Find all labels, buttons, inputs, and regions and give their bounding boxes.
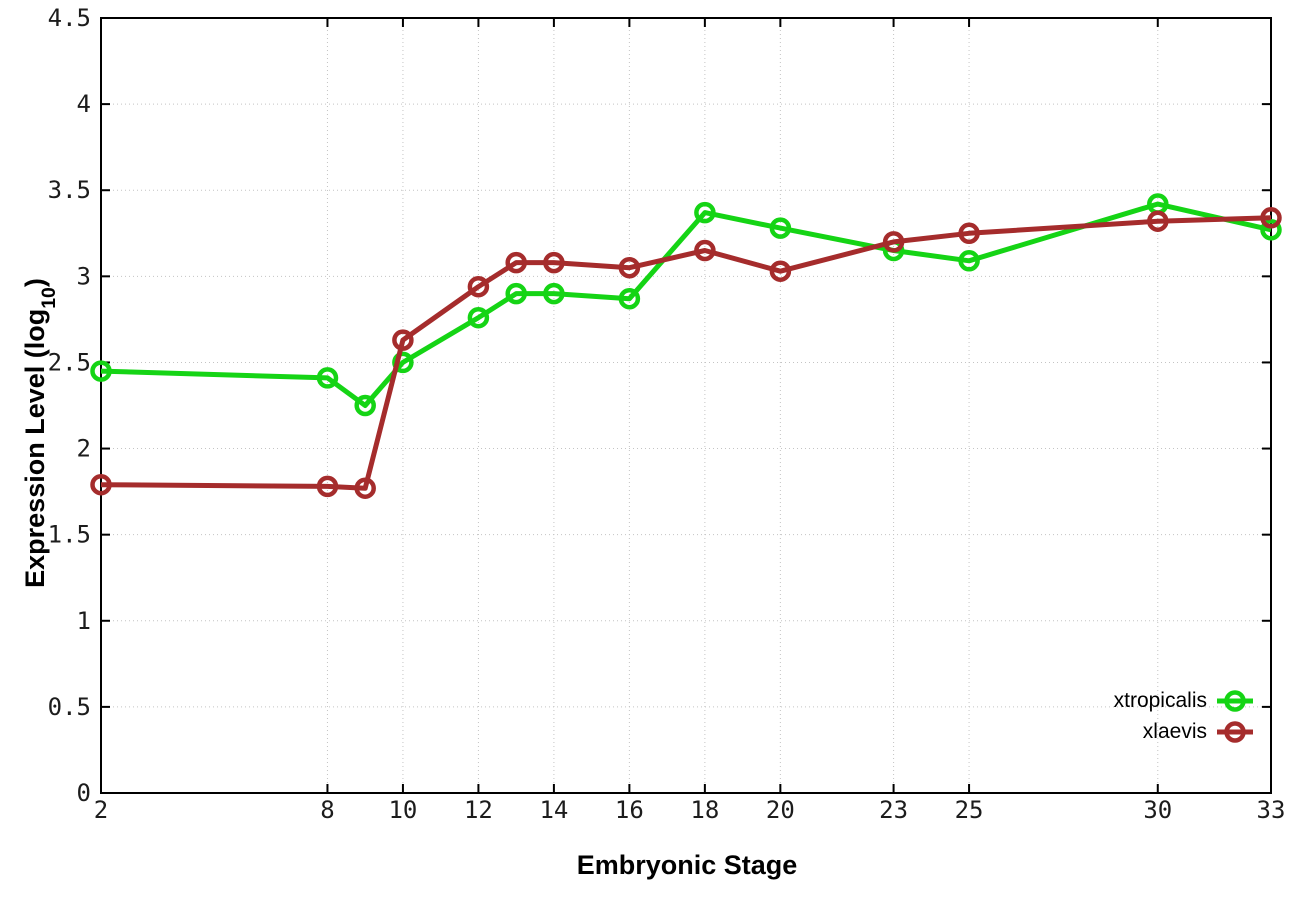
y-axis-title-text: Expression Level (log <box>20 308 50 588</box>
x-tick-label: 33 <box>1257 796 1286 824</box>
y-tick-label: 2 <box>77 435 91 463</box>
x-tick-label: 10 <box>388 796 417 824</box>
data-point-xlaevis <box>694 239 716 262</box>
legend-item-xtropicalis: xtropicalis <box>1114 686 1253 715</box>
legend-point-sample <box>1224 720 1246 743</box>
y-tick-label: 1 <box>77 607 91 635</box>
x-tick-label: 20 <box>766 796 795 824</box>
legend-label-xlaevis: xlaevis <box>1142 719 1207 743</box>
data-point-xlaevis <box>958 222 980 245</box>
y-tick-label: 0.5 <box>48 693 91 721</box>
data-point-xtropicalis <box>1260 219 1282 241</box>
data-point-xtropicalis <box>958 250 980 272</box>
legend: xtropicalis xlaevis <box>1114 686 1253 746</box>
series-line-xtropicalis <box>100 201 1272 408</box>
x-axis-title: Embryonic Stage <box>576 850 798 880</box>
y-tick-label: 4.5 <box>48 4 91 32</box>
x-tick-label: 23 <box>879 796 908 824</box>
legend-line-marker-icon <box>1217 720 1253 743</box>
data-point-xlaevis <box>467 275 490 298</box>
x-tick-label: 16 <box>615 796 644 824</box>
data-point-xtropicalis <box>90 360 112 382</box>
y-axis-title: Expression Level (log10) <box>18 198 60 668</box>
data-point-xtropicalis <box>769 217 792 239</box>
data-point-xlaevis <box>90 473 112 496</box>
x-tick-label: 8 <box>320 796 334 824</box>
data-point-xlaevis <box>316 475 339 498</box>
data-point-xlaevis <box>1260 207 1282 229</box>
data-point-xlaevis <box>1147 210 1169 232</box>
data-point-xlaevis <box>769 260 792 282</box>
y-tick-label: 4 <box>77 90 91 118</box>
series-line-xlaevis <box>100 215 1272 491</box>
y-tick-label: 3 <box>77 262 91 290</box>
y-tick-label: 2.5 <box>48 348 91 376</box>
data-point-xtropicalis <box>618 287 641 310</box>
y-axis-title-suffix: ) <box>20 278 50 288</box>
x-tick-label: 30 <box>1143 796 1172 824</box>
data-point-xtropicalis <box>392 351 414 374</box>
data-point-xlaevis <box>392 329 414 351</box>
x-tick-label: 18 <box>690 796 719 824</box>
y-tick-label: 0 <box>77 779 91 807</box>
legend-point-sample <box>1224 689 1246 712</box>
y-tick-label: 3.5 <box>48 176 91 204</box>
data-point-xlaevis <box>618 256 641 279</box>
x-tick-label: 14 <box>539 796 568 824</box>
data-point-xtropicalis <box>316 367 339 389</box>
legend-line-marker-icon <box>1217 689 1253 712</box>
legend-item-xlaevis: xlaevis <box>1143 717 1253 746</box>
y-axis-title-subscript: 10 <box>37 287 60 309</box>
x-tick-label: 25 <box>955 796 984 824</box>
data-point-xtropicalis <box>467 306 490 329</box>
x-tick-label: 12 <box>464 796 493 824</box>
legend-label-xtropicalis: xtropicalis <box>1113 688 1207 712</box>
data-point-xtropicalis <box>543 282 565 305</box>
y-tick-label: 1.5 <box>48 521 91 549</box>
data-point-xtropicalis <box>354 394 376 417</box>
data-point-xlaevis <box>882 231 905 253</box>
data-point-xtropicalis <box>505 282 527 305</box>
data-point-xlaevis <box>354 477 376 499</box>
data-point-xtropicalis <box>694 201 716 224</box>
data-point-xlaevis <box>543 251 565 274</box>
plot-border <box>100 17 1272 794</box>
x-tick-label: 2 <box>94 796 108 824</box>
data-point-xlaevis <box>505 251 527 274</box>
